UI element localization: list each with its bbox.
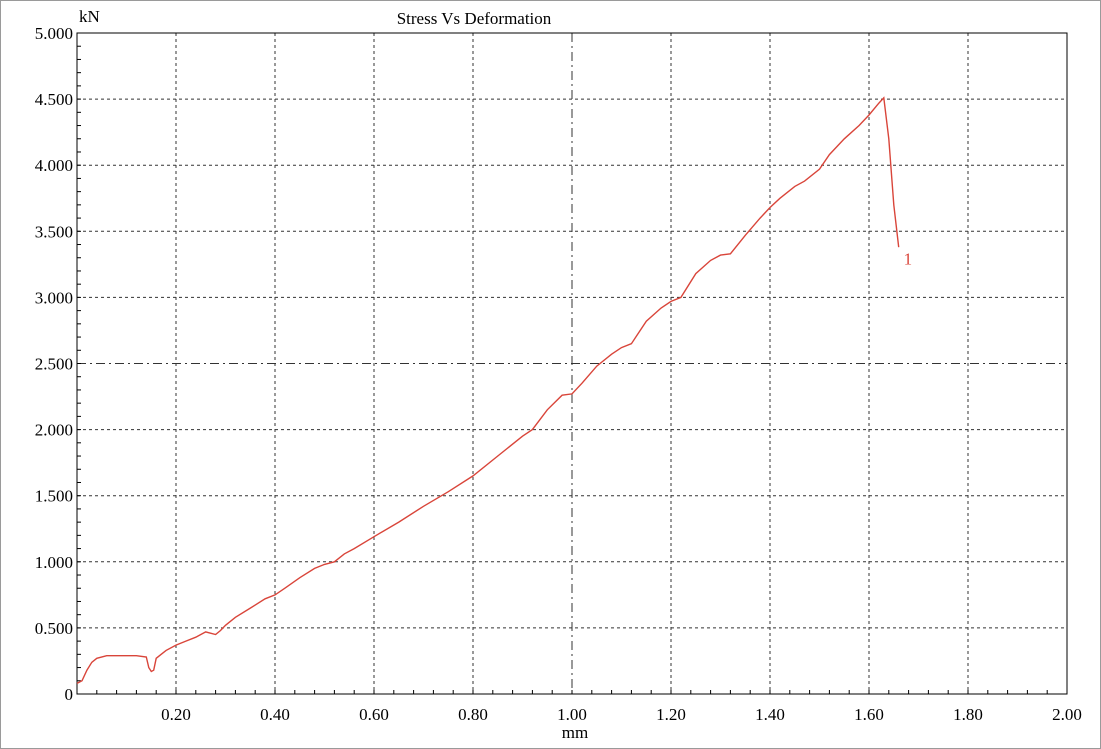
series-line-1 bbox=[77, 98, 899, 684]
y-tick-label: 3.500 bbox=[35, 222, 73, 241]
x-tick-label: 2.00 bbox=[1052, 705, 1082, 724]
y-tick-label: 0.500 bbox=[35, 619, 73, 638]
x-tick-label: 1.60 bbox=[854, 705, 884, 724]
y-tick-label: 1.000 bbox=[35, 553, 73, 572]
x-axis-unit-label: mm bbox=[562, 723, 588, 742]
chart-title: Stress Vs Deformation bbox=[397, 9, 552, 28]
y-tick-label: 3.000 bbox=[35, 288, 73, 307]
grid-lines bbox=[77, 33, 1067, 694]
x-tick-labels: 0.20 0.40 0.60 0.80 1.00 1.20 1.40 1.60 1.80 2.00 bbox=[161, 705, 1082, 724]
y-tick-label: 2.000 bbox=[35, 421, 73, 440]
y-tick-label: 0 bbox=[65, 685, 74, 704]
y-tick-labels: 0 0.500 1.000 1.500 2.000 2.500 3.000 3.500 4.00… bbox=[35, 24, 73, 704]
x-tick-label: 1.40 bbox=[755, 705, 785, 724]
x-tick-label: 1.20 bbox=[656, 705, 686, 724]
y-tick-label: 4.500 bbox=[35, 90, 73, 109]
y-tick-label: 2.500 bbox=[35, 355, 73, 374]
y-axis-unit-label: kN bbox=[79, 7, 100, 26]
y-tick-label: 4.000 bbox=[35, 156, 73, 175]
x-tick-label: 0.40 bbox=[260, 705, 290, 724]
x-tick-label: 0.80 bbox=[458, 705, 488, 724]
x-tick-label: 1.00 bbox=[557, 705, 587, 724]
y-tick-label: 5.000 bbox=[35, 24, 73, 43]
x-tick-label: 0.60 bbox=[359, 705, 389, 724]
y-tick-label: 1.500 bbox=[35, 487, 73, 506]
x-tick-label: 0.20 bbox=[161, 705, 191, 724]
x-tick-label: 1.80 bbox=[953, 705, 983, 724]
series-label-1: 1 bbox=[904, 249, 913, 268]
